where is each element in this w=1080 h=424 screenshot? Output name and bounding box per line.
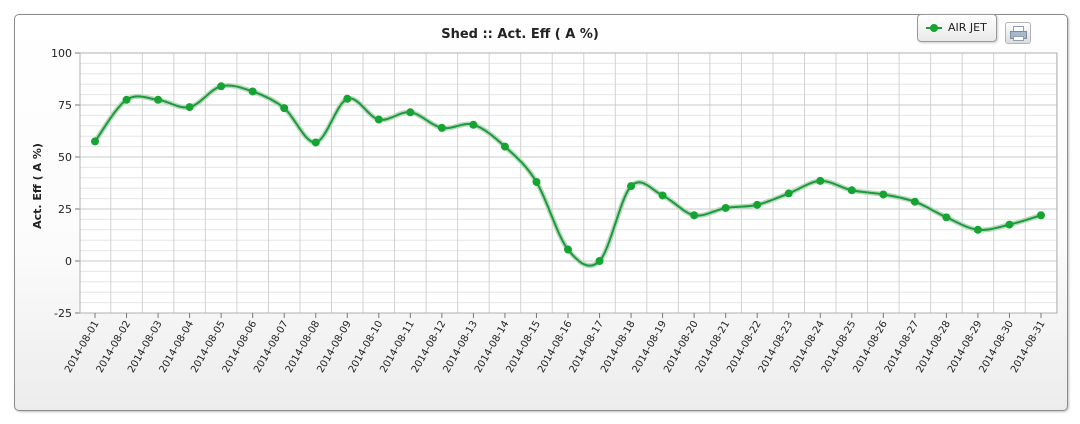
data-point: [532, 177, 541, 186]
legend[interactable]: AIR JET: [917, 14, 997, 42]
data-point: [343, 94, 352, 103]
legend-dot-marker: [930, 24, 938, 32]
y-tick-label: 0: [65, 255, 72, 268]
data-point: [91, 137, 99, 146]
y-tick-label: 100: [51, 47, 72, 60]
y-axis-label: Act. Eff ( A %): [31, 143, 44, 229]
data-point: [280, 104, 289, 113]
legend-label-air-jet: AIR JET: [948, 21, 987, 34]
data-point: [784, 189, 793, 198]
data-point: [437, 123, 446, 132]
data-point: [469, 120, 478, 129]
plot-area: [80, 53, 1057, 313]
y-tick-label: -25: [54, 307, 72, 320]
data-point: [1037, 211, 1045, 220]
data-point: [311, 138, 320, 147]
data-point: [564, 245, 572, 254]
data-point: [154, 95, 163, 104]
y-tick-label: 75: [58, 99, 72, 112]
data-point: [942, 213, 951, 222]
data-point: [690, 211, 699, 220]
data-point: [721, 203, 730, 212]
chart-title: Shed :: Act. Eff ( A %): [441, 27, 599, 42]
data-point: [217, 82, 226, 91]
data-point: [816, 176, 825, 185]
data-point: [374, 115, 383, 124]
data-point: [658, 191, 667, 200]
data-point: [847, 186, 856, 195]
x-tick-label: 2014-08-31: [1009, 319, 1048, 375]
data-point: [595, 257, 604, 265]
y-tick-label: 50: [58, 151, 72, 164]
data-point: [753, 200, 762, 209]
data-point: [627, 182, 636, 191]
print-button[interactable]: [1005, 22, 1031, 44]
data-point: [406, 108, 415, 117]
data-point: [185, 103, 194, 112]
data-point: [1005, 220, 1014, 229]
data-point: [910, 197, 919, 206]
data-point: [500, 142, 509, 151]
data-point: [122, 95, 131, 104]
data-point: [879, 190, 888, 199]
data-point: [973, 225, 982, 234]
y-tick-label: 25: [58, 203, 72, 216]
data-point: [248, 87, 257, 96]
